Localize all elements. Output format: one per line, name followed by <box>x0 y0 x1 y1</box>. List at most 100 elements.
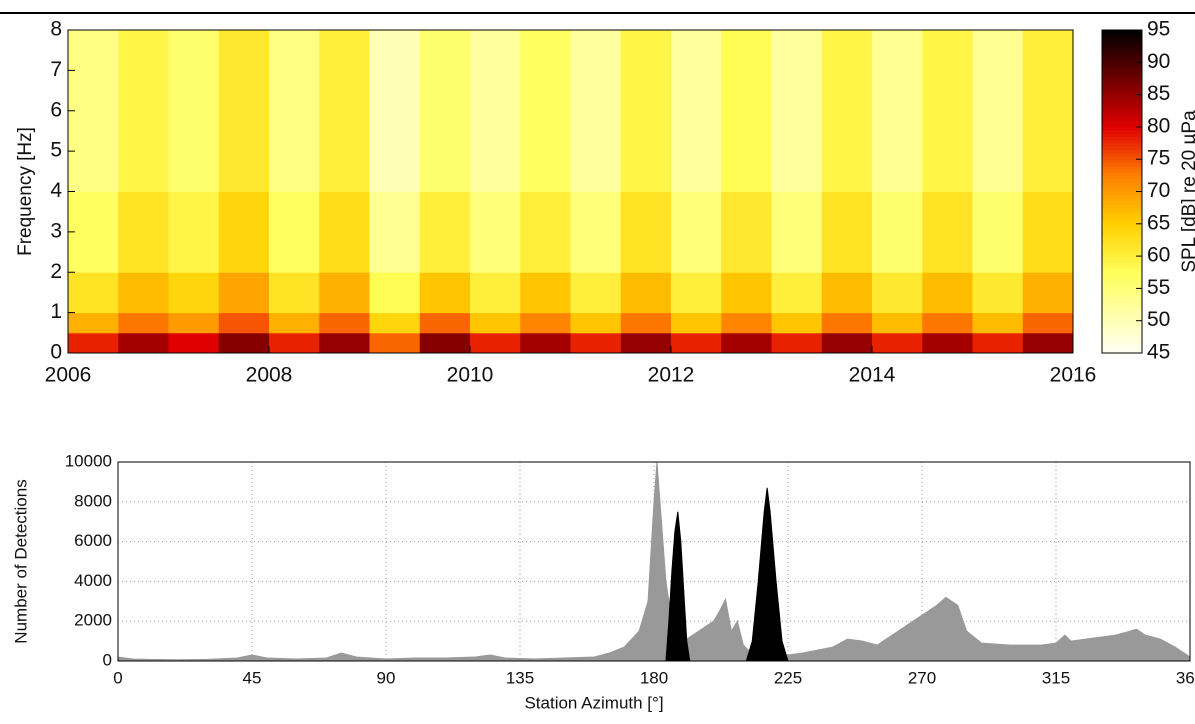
colorbar-step <box>1102 117 1142 121</box>
heat-cell <box>671 332 722 354</box>
heat-cell <box>872 272 923 314</box>
colorbar-step <box>1102 159 1142 163</box>
colorbar-step <box>1102 84 1142 89</box>
heat-cell <box>570 191 622 273</box>
y-axis-label: Number of Detections <box>11 479 30 643</box>
heat-cell <box>218 332 270 354</box>
heat-cell <box>369 312 421 334</box>
colorbar-step <box>1102 207 1142 212</box>
x-tick-label: 135 <box>506 668 534 687</box>
heat-cell <box>821 30 873 192</box>
colorbar-step <box>1102 42 1142 47</box>
colorbar-step <box>1102 194 1142 199</box>
colorbar-step <box>1102 185 1142 189</box>
colorbar-step <box>1102 65 1142 70</box>
colorbar-tick-label: 90 <box>1147 50 1170 73</box>
colorbar-step <box>1102 288 1142 293</box>
heat-cell <box>269 312 320 334</box>
heat-cell <box>419 332 471 354</box>
heat-cell <box>771 312 823 334</box>
colorbar-step <box>1102 39 1142 44</box>
colorbar-step <box>1102 204 1142 209</box>
colorbar-step <box>1102 139 1142 144</box>
heat-cell <box>821 272 873 314</box>
colorbar-tick-label: 60 <box>1147 244 1170 267</box>
x-tick-label: 2010 <box>447 364 494 387</box>
x-tick-label: 2014 <box>849 364 896 387</box>
y-axis-label: Frequency [Hz] <box>15 127 36 256</box>
colorbar-step <box>1102 113 1142 118</box>
area <box>117 461 1191 662</box>
heat-cell <box>972 272 1024 314</box>
heat-cell <box>218 191 270 273</box>
colorbar-step <box>1102 349 1142 354</box>
colorbar-step <box>1102 272 1142 276</box>
heat-cell <box>319 191 370 273</box>
plot-frame <box>117 461 1191 662</box>
x-tick-label: 2008 <box>246 364 293 387</box>
colorbar-tick-label: 85 <box>1147 82 1170 105</box>
heat-cell <box>922 191 973 273</box>
colorbar-step <box>1102 265 1142 270</box>
heat-cell <box>922 272 973 314</box>
colorbar-step <box>1102 243 1142 247</box>
colorbar-step <box>1102 88 1142 92</box>
colorbar-step <box>1102 152 1142 157</box>
heat-cell <box>1022 332 1074 354</box>
colorbar-step <box>1102 165 1142 170</box>
heat-cell <box>68 312 119 334</box>
colorbar-step <box>1102 281 1142 286</box>
colorbar-step <box>1102 123 1142 128</box>
y-tick-label: 4000 <box>74 571 112 590</box>
colorbar-step <box>1102 55 1142 60</box>
colorbar-tick-label: 75 <box>1147 147 1170 170</box>
colorbar-step <box>1102 94 1142 99</box>
x-tick-label: 2006 <box>45 364 92 387</box>
y-tick-label: 1 <box>50 300 62 323</box>
colorbar-step <box>1102 36 1142 41</box>
colorbar-step <box>1102 333 1142 338</box>
heat-cell <box>68 272 119 314</box>
colorbar-step <box>1102 68 1142 73</box>
heat-cell <box>821 191 873 273</box>
colorbar-step <box>1102 323 1142 328</box>
colorbar-step <box>1102 256 1142 260</box>
colorbar-step <box>1102 330 1142 335</box>
heat-cell <box>520 332 571 354</box>
heat-cell <box>922 30 973 192</box>
colorbar-step <box>1102 327 1142 331</box>
heat-cell <box>1022 312 1074 334</box>
colorbar-step <box>1102 285 1142 289</box>
colorbar-step <box>1102 252 1142 257</box>
heat-cell <box>118 191 169 273</box>
heat-cell <box>470 30 521 192</box>
heat-cell <box>269 191 320 273</box>
heat-cell <box>721 191 772 273</box>
colorbar-step <box>1102 223 1142 228</box>
colorbar-step <box>1102 304 1142 309</box>
y-tick-label: 2000 <box>74 611 112 630</box>
heat-cell <box>369 191 421 273</box>
y-tick-label: 3 <box>50 219 62 242</box>
colorbar-step <box>1102 301 1142 306</box>
heat-cell <box>671 312 722 334</box>
colorbar-step <box>1102 317 1142 322</box>
heat-cell <box>470 332 521 354</box>
heat-cell <box>218 30 270 192</box>
colorbar-step <box>1102 149 1142 154</box>
heat-cell <box>520 30 571 192</box>
heat-cell <box>118 30 169 192</box>
colorbar-step <box>1102 181 1142 186</box>
y-tick-label: 8 <box>50 18 62 41</box>
area <box>665 487 789 662</box>
colorbar-step <box>1102 259 1142 264</box>
x-tick-label: 90 <box>377 668 396 687</box>
heat-cell <box>570 312 622 334</box>
colorbar-step <box>1102 191 1142 196</box>
heat-cell <box>620 30 672 192</box>
colorbar-step <box>1102 314 1142 318</box>
colorbar-step <box>1102 236 1142 241</box>
heat-cell <box>620 332 672 354</box>
colorbar-step <box>1102 33 1142 37</box>
heat-cell <box>771 191 823 273</box>
